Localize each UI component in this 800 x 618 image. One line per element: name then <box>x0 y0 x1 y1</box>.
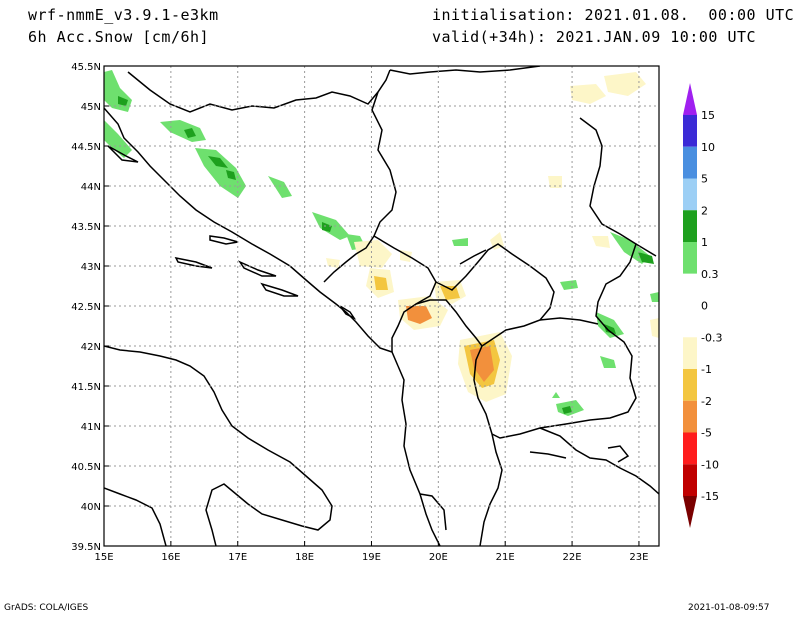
lat-tick-label: 40N <box>81 502 101 513</box>
colorbar-top-cap <box>683 83 697 115</box>
colorbar-label: 5 <box>701 173 708 186</box>
colorbar-segment <box>683 115 697 147</box>
lat-tick-label: 43N <box>81 262 101 273</box>
lon-tick-label: 18E <box>295 552 314 563</box>
colorbar-label: -5 <box>701 427 712 440</box>
colorbar: 15 10 5 2 1 0.3 0 -0.3 -1 -2 -5 -10 -15 <box>683 83 722 528</box>
lat-tick-label: 43.5N <box>71 222 101 233</box>
lat-tick-label: 42.5N <box>71 302 101 313</box>
lat-axis: 39.5N 40N 40.5N 41N 41.5N 42N 42.5N 43N 43.5N 44N… <box>71 62 109 553</box>
lat-tick-label: 45.5N <box>71 62 101 73</box>
lat-tick-label: 41N <box>81 422 101 433</box>
colorbar-segment <box>683 432 697 465</box>
colorbar-segment <box>683 464 697 496</box>
colorbar-segment <box>683 369 697 401</box>
field-title: 6h Acc.Snow [cm/6h] <box>28 28 210 46</box>
lon-tick-label: 19E <box>362 552 381 563</box>
lat-tick-label: 41.5N <box>71 382 101 393</box>
lon-tick-label: 22E <box>563 552 582 563</box>
lon-tick-label: 15E <box>94 552 113 563</box>
footer-left: GrADS: COLA/IGES <box>4 603 89 613</box>
lat-tick-label: 39.5N <box>71 542 101 553</box>
lon-tick-label: 20E <box>429 552 448 563</box>
colorbar-label: -1 <box>701 363 712 376</box>
lat-lon-grid <box>104 66 659 546</box>
colorbar-label: -2 <box>701 395 712 408</box>
colorbar-segment <box>683 146 697 179</box>
colorbar-label: -15 <box>701 490 719 503</box>
colorbar-label: -0.3 <box>701 331 722 344</box>
colorbar-label: 0.3 <box>701 268 719 281</box>
colorbar-label: 0 <box>701 300 708 313</box>
colorbar-segment <box>683 210 697 242</box>
snow-positive-areas <box>104 70 659 416</box>
snow-negative-areas <box>326 72 659 402</box>
lon-axis: 15E 16E 17E 18E 19E 20E 21E 22E 23E <box>94 541 648 563</box>
colorbar-segment <box>683 178 697 211</box>
colorbar-label: 1 <box>701 236 708 249</box>
lat-tick-label: 44N <box>81 182 101 193</box>
colorbar-bottom-cap <box>683 496 697 528</box>
lat-tick-label: 45N <box>81 102 101 113</box>
model-title: wrf-nmmE_v3.9.1-e3km <box>28 6 219 24</box>
init-time: initialisation: 2021.01.08. 00:00 UTC <box>432 6 795 24</box>
lon-tick-label: 21E <box>496 552 515 563</box>
colorbar-segment <box>683 242 697 274</box>
colorbar-label: 2 <box>701 204 708 217</box>
lat-tick-label: 40.5N <box>71 462 101 473</box>
lon-tick-label: 23E <box>629 552 648 563</box>
colorbar-segment <box>683 305 697 338</box>
colorbar-segment <box>683 400 697 433</box>
lat-tick-label: 44.5N <box>71 142 101 153</box>
coastlines-borders <box>104 66 659 546</box>
colorbar-label: 10 <box>701 141 715 154</box>
lon-tick-label: 16E <box>161 552 180 563</box>
map-area <box>104 66 659 546</box>
colorbar-segment <box>683 337 697 369</box>
colorbar-label: -10 <box>701 458 719 471</box>
footer-right: 2021-01-08-09:57 <box>688 603 770 613</box>
lon-tick-label: 17E <box>228 552 247 563</box>
colorbar-segment <box>683 273 697 306</box>
valid-time: valid(+34h): 2021.JAN.09 10:00 UTC <box>432 28 757 46</box>
lat-tick-label: 42N <box>81 342 101 353</box>
colorbar-label: 15 <box>701 109 715 122</box>
